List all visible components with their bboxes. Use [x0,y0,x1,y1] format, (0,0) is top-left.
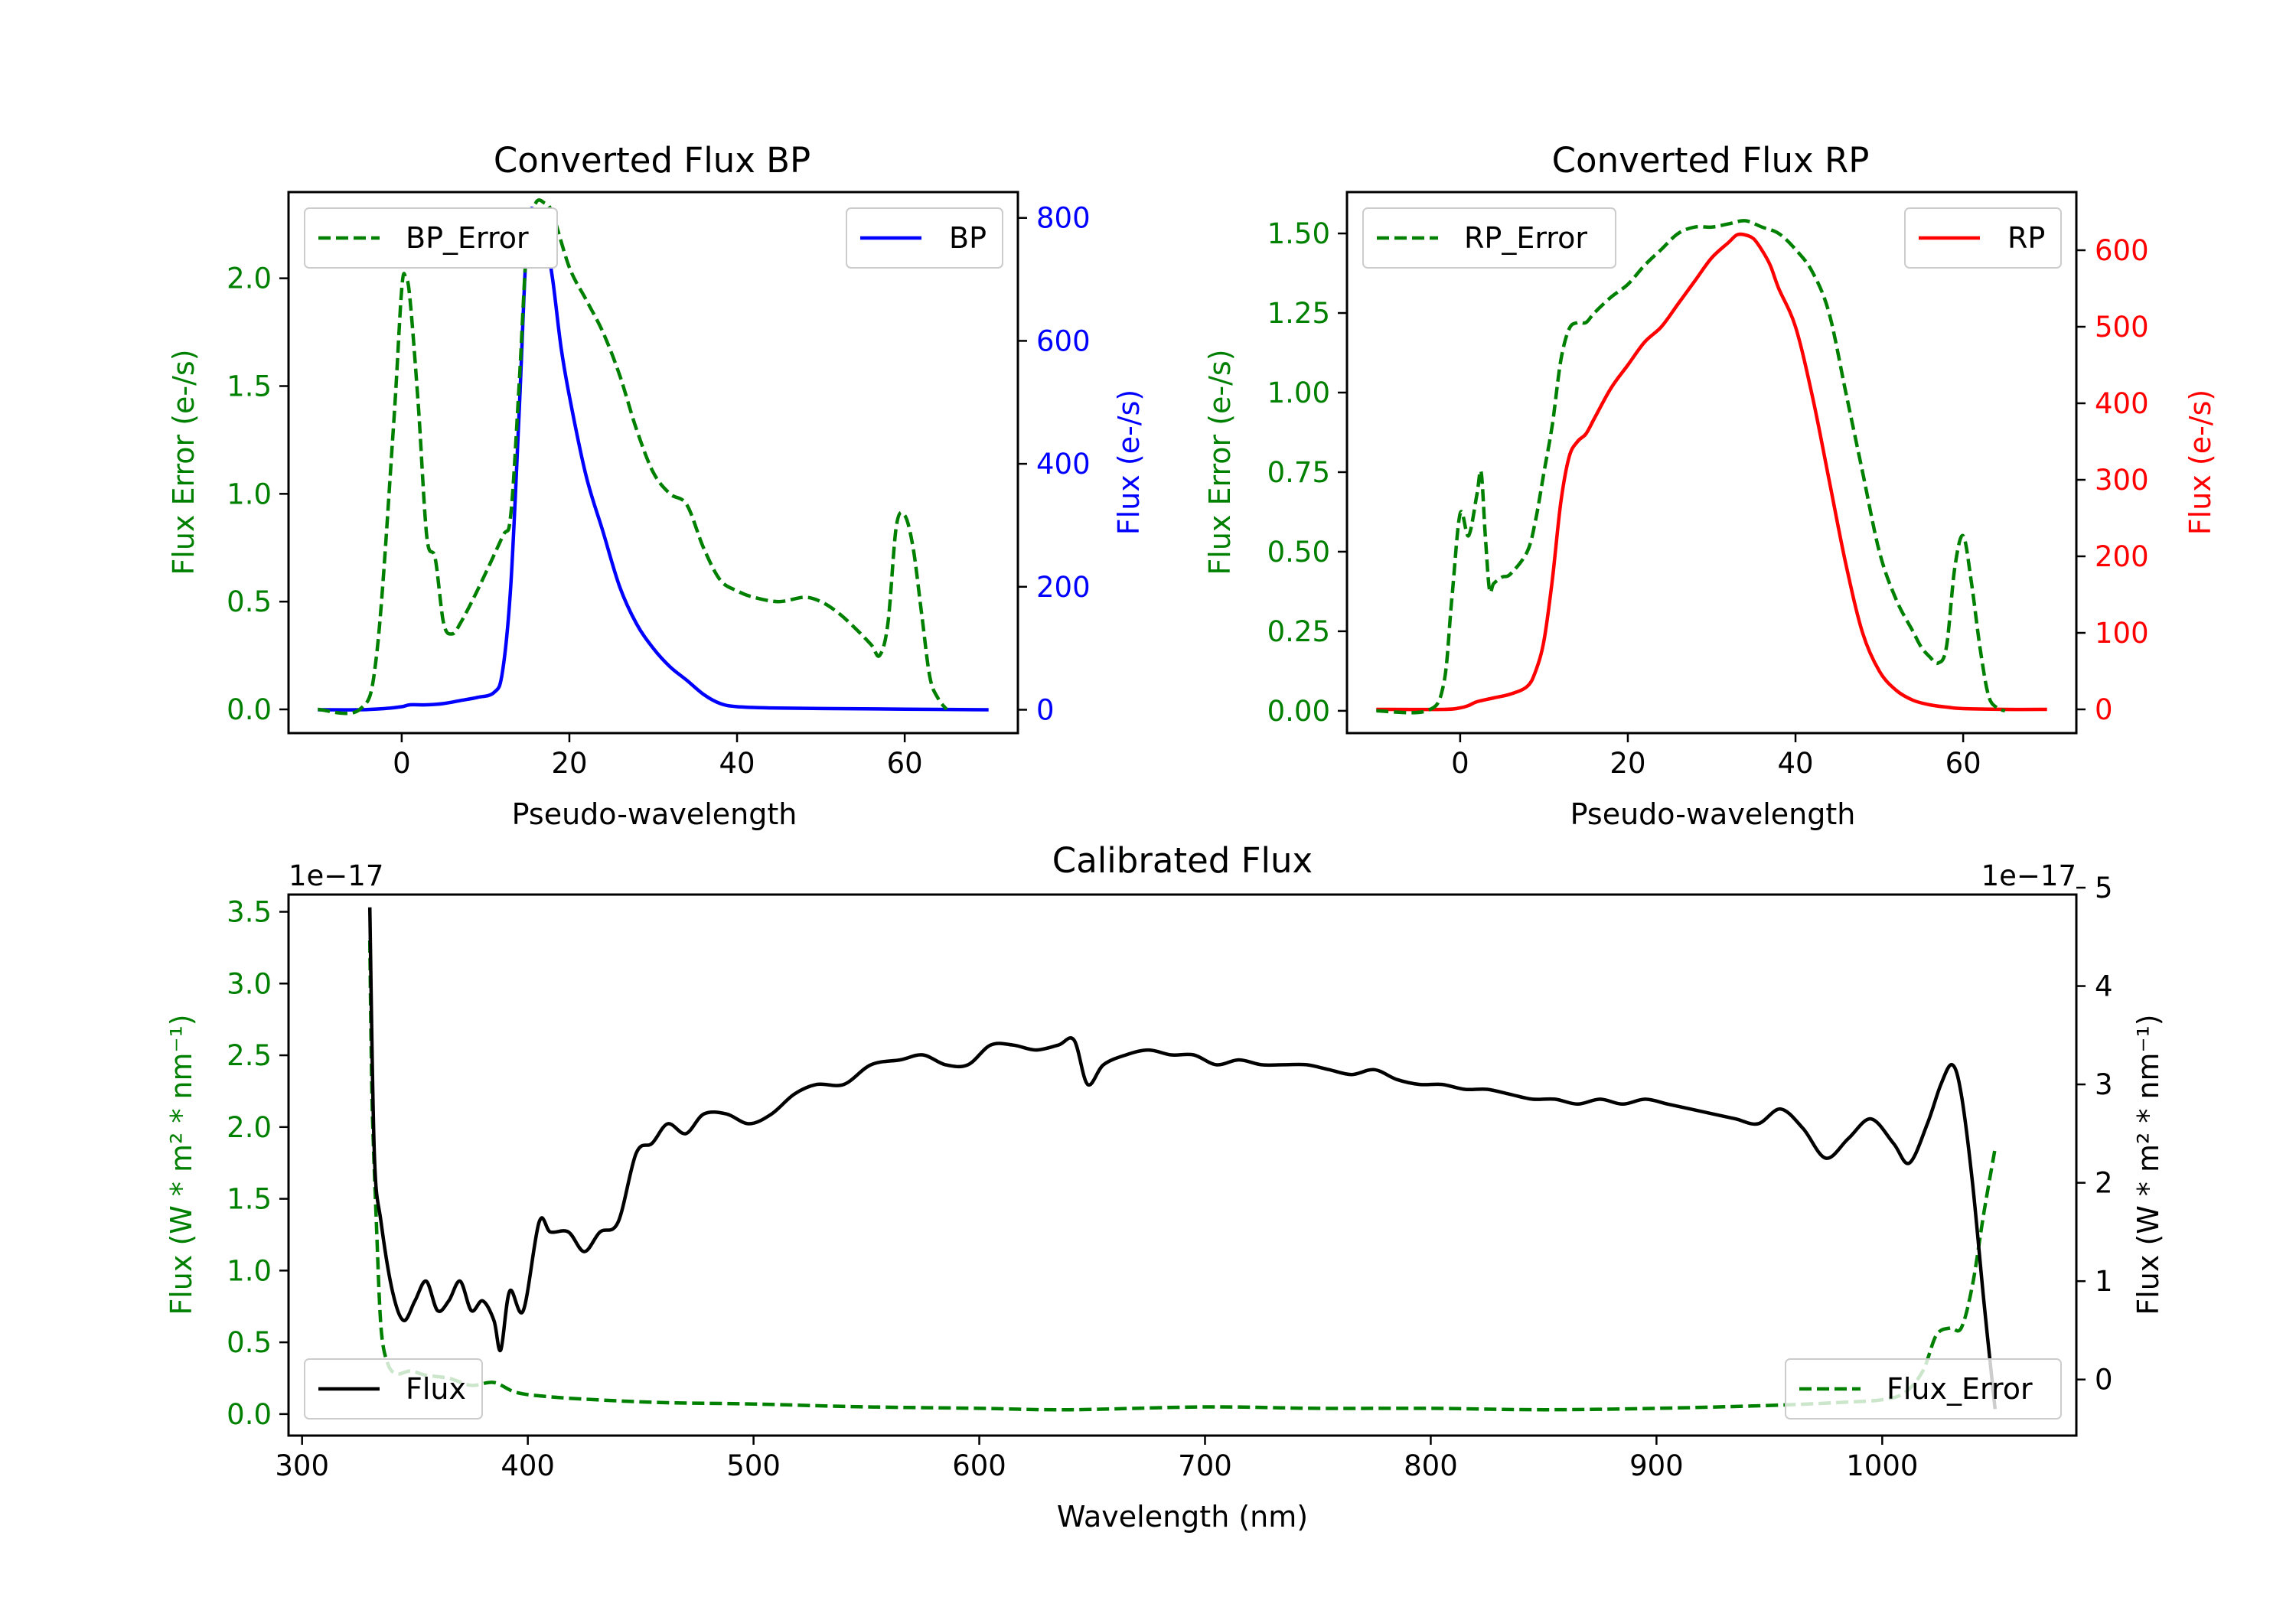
x-tick-label: 0 [393,747,411,780]
y-axis-exponent-right: 1e−17 [1981,859,2076,892]
x-axis-label: Pseudo-wavelength [512,797,797,831]
y-tick-label-left: 0.50 [1267,536,1330,569]
legend-right: RP [1904,207,2062,269]
x-tick-label: 1000 [1846,1449,1918,1482]
x-tick-label: 500 [726,1449,781,1482]
chart-title: Calibrated Flux [1052,840,1313,881]
y-tick-label-left: 0.5 [227,1326,272,1359]
legend-left: Flux [304,1358,483,1420]
y-axis-label-right: Flux (e-/s) [1112,390,1146,535]
y-tick-label-right: 400 [1036,448,1091,481]
y-tick-label-right: 1 [2095,1265,2113,1298]
y-tick-label-right: 600 [2095,234,2149,267]
x-tick-label: 40 [719,747,755,780]
x-tick-label: 0 [1451,747,1469,780]
y-tick-label-left: 2.0 [227,262,272,295]
x-tick-label: 60 [1945,747,1981,780]
x-tick-label: 20 [551,747,587,780]
y-tick-label-right: 200 [2095,540,2149,573]
y-tick-label-left: 3.0 [227,967,272,1000]
series-line-rp [1376,232,2047,712]
y-tick-label-left: 3.5 [227,896,272,929]
y-tick-label-right: 800 [1036,202,1091,235]
y-tick-label-right: 2 [2095,1167,2113,1200]
y-tick-label-left: 1.5 [227,1183,272,1216]
legend-label-rp-error: RP_Error [1464,221,1587,255]
x-axis-label: Wavelength (nm) [1057,1500,1308,1534]
y-axis-exponent-left: 1e−17 [289,859,383,892]
y-tick-label-right: 100 [2095,617,2149,650]
y-tick-label-right: 500 [2095,311,2149,344]
x-tick-label: 60 [887,747,923,780]
y-tick-label-right: 0 [2095,1364,2113,1397]
x-tick-label: 400 [501,1449,555,1482]
y-axis-label-left: Flux (W * m² * nm⁻¹) [165,1014,198,1315]
y-tick-label-left: 1.0 [227,478,272,510]
y-tick-label-right: 5 [2095,872,2113,905]
y-axis-label-right: Flux (W * m² * nm⁻¹) [2131,1014,2165,1315]
y-tick-label-left: 1.50 [1267,217,1330,250]
series-line-rp-error [1376,219,2006,715]
legend-left: BP_Error [304,207,558,269]
legend-label-rp: RP [2007,221,2045,255]
series-line-flux [367,907,1998,1410]
chart-converted-flux-bp: Converted Flux BP 0 20 40 60 0.0 0.5 1.0 1.5 2.0… [167,140,1146,831]
y-tick-label-right: 600 [1036,324,1091,357]
legend-right: BP [846,207,1003,269]
y-tick-label-left: 1.5 [227,370,272,403]
y-tick-label-left: 2.5 [227,1039,272,1072]
legend-label-bp-error: BP_Error [406,221,529,255]
y-tick-label-right: 300 [2095,464,2149,497]
y-tick-label-left: 0.5 [227,585,272,618]
chart-title: Converted Flux RP [1552,140,1870,181]
y-axis-label-right: Flux (e-/s) [2183,390,2217,535]
y-tick-label-left: 0.0 [227,693,272,726]
y-tick-label-right: 0 [2095,693,2113,726]
legend-left: RP_Error [1362,207,1616,269]
series-line-bp-error [318,198,948,715]
x-tick-label: 40 [1777,747,1813,780]
chart-converted-flux-rp: Converted Flux RP 0 20 40 60 0.00 0.25 0.50 0.7… [1203,140,2217,831]
y-tick-label-left: 0.75 [1267,456,1330,489]
y-tick-label-left: 0.25 [1267,615,1330,648]
x-tick-label: 800 [1404,1449,1458,1482]
x-tick-label: 300 [275,1449,329,1482]
x-tick-label: 900 [1629,1449,1684,1482]
y-tick-label-left: 0.00 [1267,695,1330,728]
x-axis-label: Pseudo-wavelength [1570,797,1856,831]
y-tick-label-left: 1.0 [227,1254,272,1287]
y-tick-label-right: 200 [1036,571,1091,604]
y-axis-label-left: Flux Error (e-/s) [1203,349,1237,575]
x-tick-label: 700 [1178,1449,1232,1482]
chart-title: Converted Flux BP [494,140,810,181]
y-axis-label-left: Flux Error (e-/s) [167,349,201,575]
plot-frame [287,191,1019,735]
y-tick-label-left: 2.0 [227,1111,272,1144]
legend-label-bp: BP [949,221,987,255]
x-tick-label: 20 [1609,747,1645,780]
y-tick-label-right: 3 [2095,1068,2113,1101]
chart-calibrated-flux: Calibrated Flux 300 400 500 600 700 800 900 100… [165,840,2165,1534]
plot-frame [287,893,2078,1437]
legend-right: Flux_Error [1785,1358,2062,1420]
plot-frame [1345,191,2078,735]
y-tick-label-left: 1.25 [1267,297,1330,330]
y-tick-label-right: 400 [2095,387,2149,420]
y-tick-label-right: 4 [2095,970,2113,1003]
y-tick-label-left: 0.0 [227,1398,272,1431]
y-tick-label-left: 1.00 [1267,376,1330,409]
legend-label-flux: Flux [406,1372,466,1406]
legend-label-flux-error: Flux_Error [1887,1372,2033,1406]
y-tick-label-right: 0 [1036,693,1055,726]
x-tick-label: 600 [952,1449,1006,1482]
